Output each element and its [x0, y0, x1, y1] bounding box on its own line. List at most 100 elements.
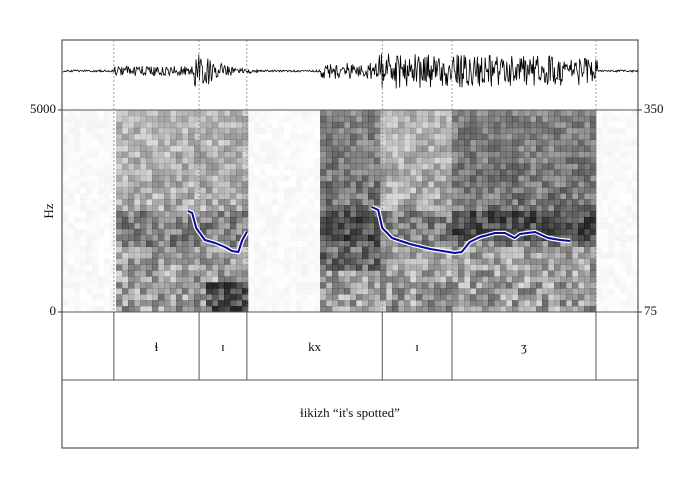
spectrogram-cell: [176, 282, 183, 289]
spectrogram-cell: [386, 258, 393, 265]
spectrogram-cell: [614, 259, 620, 265]
spectrogram-cell: [542, 288, 549, 295]
spectrogram-cell: [116, 127, 123, 135]
spectrogram-cell: [494, 258, 501, 265]
spectrogram-cell: [290, 187, 297, 194]
spectrogram-cell: [404, 288, 411, 295]
spectrogram-cell: [368, 121, 375, 129]
spectrogram-cell: [116, 252, 123, 259]
spectrogram-cell: [446, 121, 453, 129]
spectrogram-cell: [296, 134, 302, 140]
spectrogram-cell: [452, 157, 459, 164]
spectrogram-cell: [404, 121, 411, 129]
spectrogram-cell: [458, 151, 465, 158]
spectrogram-cell: [350, 181, 357, 188]
spectrogram-cell: [488, 133, 495, 141]
spectrogram-cell: [596, 158, 602, 164]
spectrogram-cell: [602, 181, 608, 187]
spectrogram-cell: [554, 139, 561, 146]
spectrogram-cell: [224, 121, 231, 129]
spectrogram-cell: [596, 181, 602, 187]
spectrogram-cell: [302, 181, 308, 187]
spectrogram-cell: [284, 282, 290, 288]
spectrogram-cell: [392, 139, 399, 146]
spectrogram-cell: [128, 193, 135, 200]
spectrogram-cell: [302, 228, 309, 236]
spectrogram-cell: [434, 300, 441, 307]
spectrogram-cell: [542, 282, 549, 289]
spectrogram-cell: [350, 187, 357, 194]
spectrogram-cell: [248, 247, 254, 253]
spectrogram-cell: [308, 152, 314, 158]
spectrogram-cell: [536, 127, 543, 135]
spectrogram-cell: [92, 152, 98, 158]
spectrogram-cell: [296, 306, 303, 313]
spectrogram-cell: [170, 282, 177, 289]
spectrogram-cell: [434, 282, 441, 289]
spectrogram-cell: [572, 175, 579, 182]
spectrogram-cell: [440, 139, 447, 146]
spectrogram-cell: [248, 211, 254, 217]
spectrogram-cell: [440, 121, 447, 129]
spectrogram-cell: [494, 282, 501, 289]
spectrogram-cell: [428, 216, 435, 224]
spectrogram-cell: [416, 163, 423, 170]
spectrogram-cell: [410, 228, 417, 236]
spectrogram-cell: [116, 133, 123, 141]
spectrogram-cell: [146, 216, 153, 224]
spectrogram-cell: [62, 163, 69, 170]
spectrogram-cell: [566, 240, 573, 247]
spectrogram-cell: [290, 175, 296, 181]
spectrogram-cell: [212, 163, 219, 170]
spectrogram-cell: [584, 288, 591, 295]
spectrogram-cell: [440, 145, 447, 152]
spectrogram-cell: [458, 276, 465, 283]
spectrogram-cell: [122, 133, 129, 141]
spectrogram-cell: [98, 152, 104, 158]
spectrogram-cell: [278, 288, 284, 294]
spectrogram-cell: [440, 115, 447, 123]
spectrogram-cell: [242, 133, 249, 141]
spectrogram-cell: [170, 187, 177, 194]
spectrogram-cell: [116, 294, 123, 301]
spectrogram-cell: [620, 158, 626, 164]
spectrogram-cell: [464, 110, 471, 117]
spectrogram-cell: [620, 253, 626, 259]
spectrogram-cell: [302, 264, 309, 271]
spectrogram-cell: [116, 216, 123, 224]
spectrogram-cell: [398, 216, 405, 224]
spectrogram-cell: [614, 175, 620, 181]
spectrogram-cell: [404, 234, 411, 242]
spectrogram-cell: [98, 300, 104, 306]
spectrogram-cell: [146, 187, 153, 194]
spectrogram-cell: [530, 163, 537, 170]
spectrogram-cell: [446, 211, 453, 218]
spectrogram-cell: [482, 193, 489, 200]
spectrogram-cell: [278, 146, 284, 152]
spectrogram-cell: [338, 252, 345, 259]
spectrogram-cell: [458, 306, 465, 313]
spectrogram-cell: [386, 240, 393, 247]
spectrogram-cell: [320, 216, 327, 224]
spectrogram-cell: [206, 175, 213, 182]
spectrogram-cell: [554, 228, 561, 236]
spectrogram-cell: [302, 146, 308, 152]
spectrogram-cell: [554, 121, 561, 129]
spectrogram-cell: [584, 240, 591, 247]
spectrogram-cell: [80, 270, 86, 276]
spectrogram-cell: [542, 187, 549, 194]
spectrogram-cell: [440, 211, 447, 218]
spectrogram-cell: [626, 146, 632, 152]
spectrogram-cell: [110, 152, 116, 158]
spectrogram-cell: [242, 110, 249, 117]
spectrogram-cell: [140, 169, 147, 176]
spectrogram-cell: [632, 128, 638, 134]
spectrogram-cell: [608, 158, 614, 164]
spectrogram-cell: [392, 240, 399, 247]
spectrogram-cell: [608, 300, 614, 306]
spectrogram-cell: [524, 216, 531, 224]
spectrogram-cell: [470, 157, 477, 164]
spectrogram-cell: [146, 246, 153, 253]
spectrogram-cell: [74, 282, 81, 289]
spectrogram-cell: [170, 258, 177, 265]
